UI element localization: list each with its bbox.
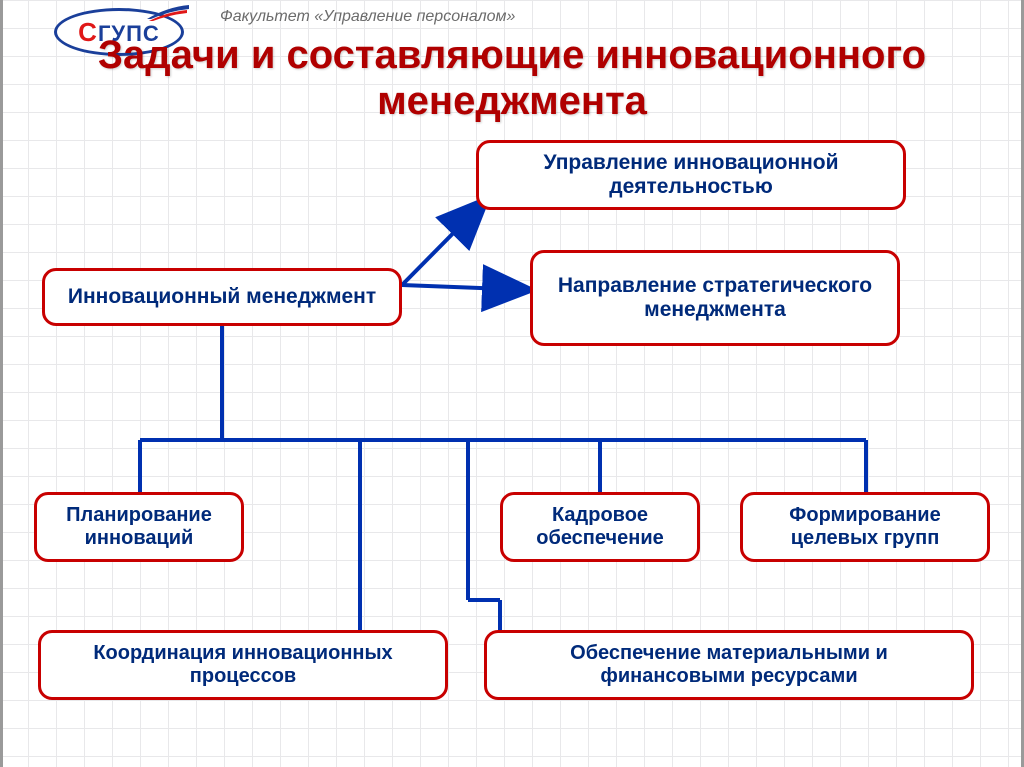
box-child4: Координация инновационных процессов	[38, 630, 448, 700]
box-child3: Формирование целевых групп	[740, 492, 990, 562]
box-arrow_top: Управление инновационной деятельностью	[476, 140, 906, 210]
box-child5: Обеспечение материальными и финансовыми …	[484, 630, 974, 700]
box-child2: Кадровое обеспечение	[500, 492, 700, 562]
slide-title: Задачи и составляющие инновационного мен…	[0, 32, 1024, 124]
box-child1: Планирование инноваций	[34, 492, 244, 562]
logo-wing-icon	[147, 5, 189, 21]
box-root: Инновационный менеджмент	[42, 268, 402, 326]
box-arrow_mid: Направление стратегического менеджмента	[530, 250, 900, 346]
